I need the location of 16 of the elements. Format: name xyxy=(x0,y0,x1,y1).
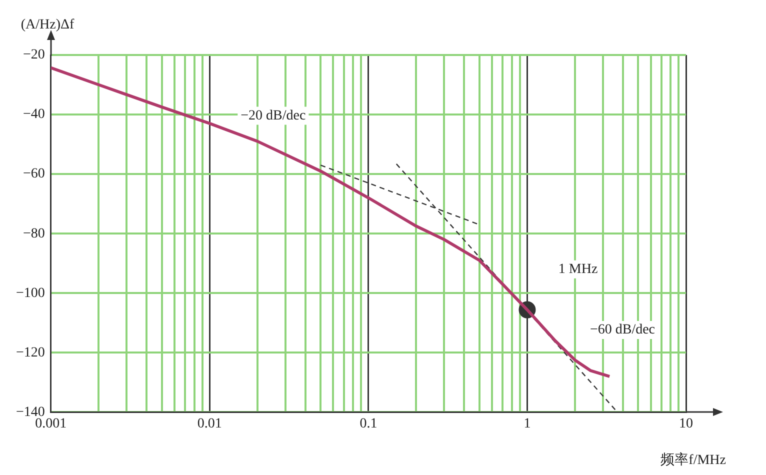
x-axis-title: 频率f/MHz xyxy=(660,452,726,468)
y-tick-label: −80 xyxy=(22,226,45,242)
y-axis-title: (A/Hz)Δf xyxy=(20,18,75,33)
y-tick-label: −20 xyxy=(22,48,45,63)
y-tick-label: −100 xyxy=(16,286,45,301)
x-tick-label: 0.01 xyxy=(197,416,222,432)
x-tick-label: 1 xyxy=(524,416,531,432)
y-tick-label: −120 xyxy=(16,345,45,360)
y-tick-label: −40 xyxy=(22,107,45,122)
annotation: −20 dB/dec xyxy=(240,108,306,124)
x-tick-label: 10 xyxy=(679,416,693,432)
y-tick-label: −60 xyxy=(22,166,45,182)
annotation: −60 dB/dec xyxy=(590,322,656,338)
annotation: 1 MHz xyxy=(558,262,598,277)
x-tick-label: 0.001 xyxy=(35,416,67,432)
x-tick-label: 0.1 xyxy=(360,416,378,432)
